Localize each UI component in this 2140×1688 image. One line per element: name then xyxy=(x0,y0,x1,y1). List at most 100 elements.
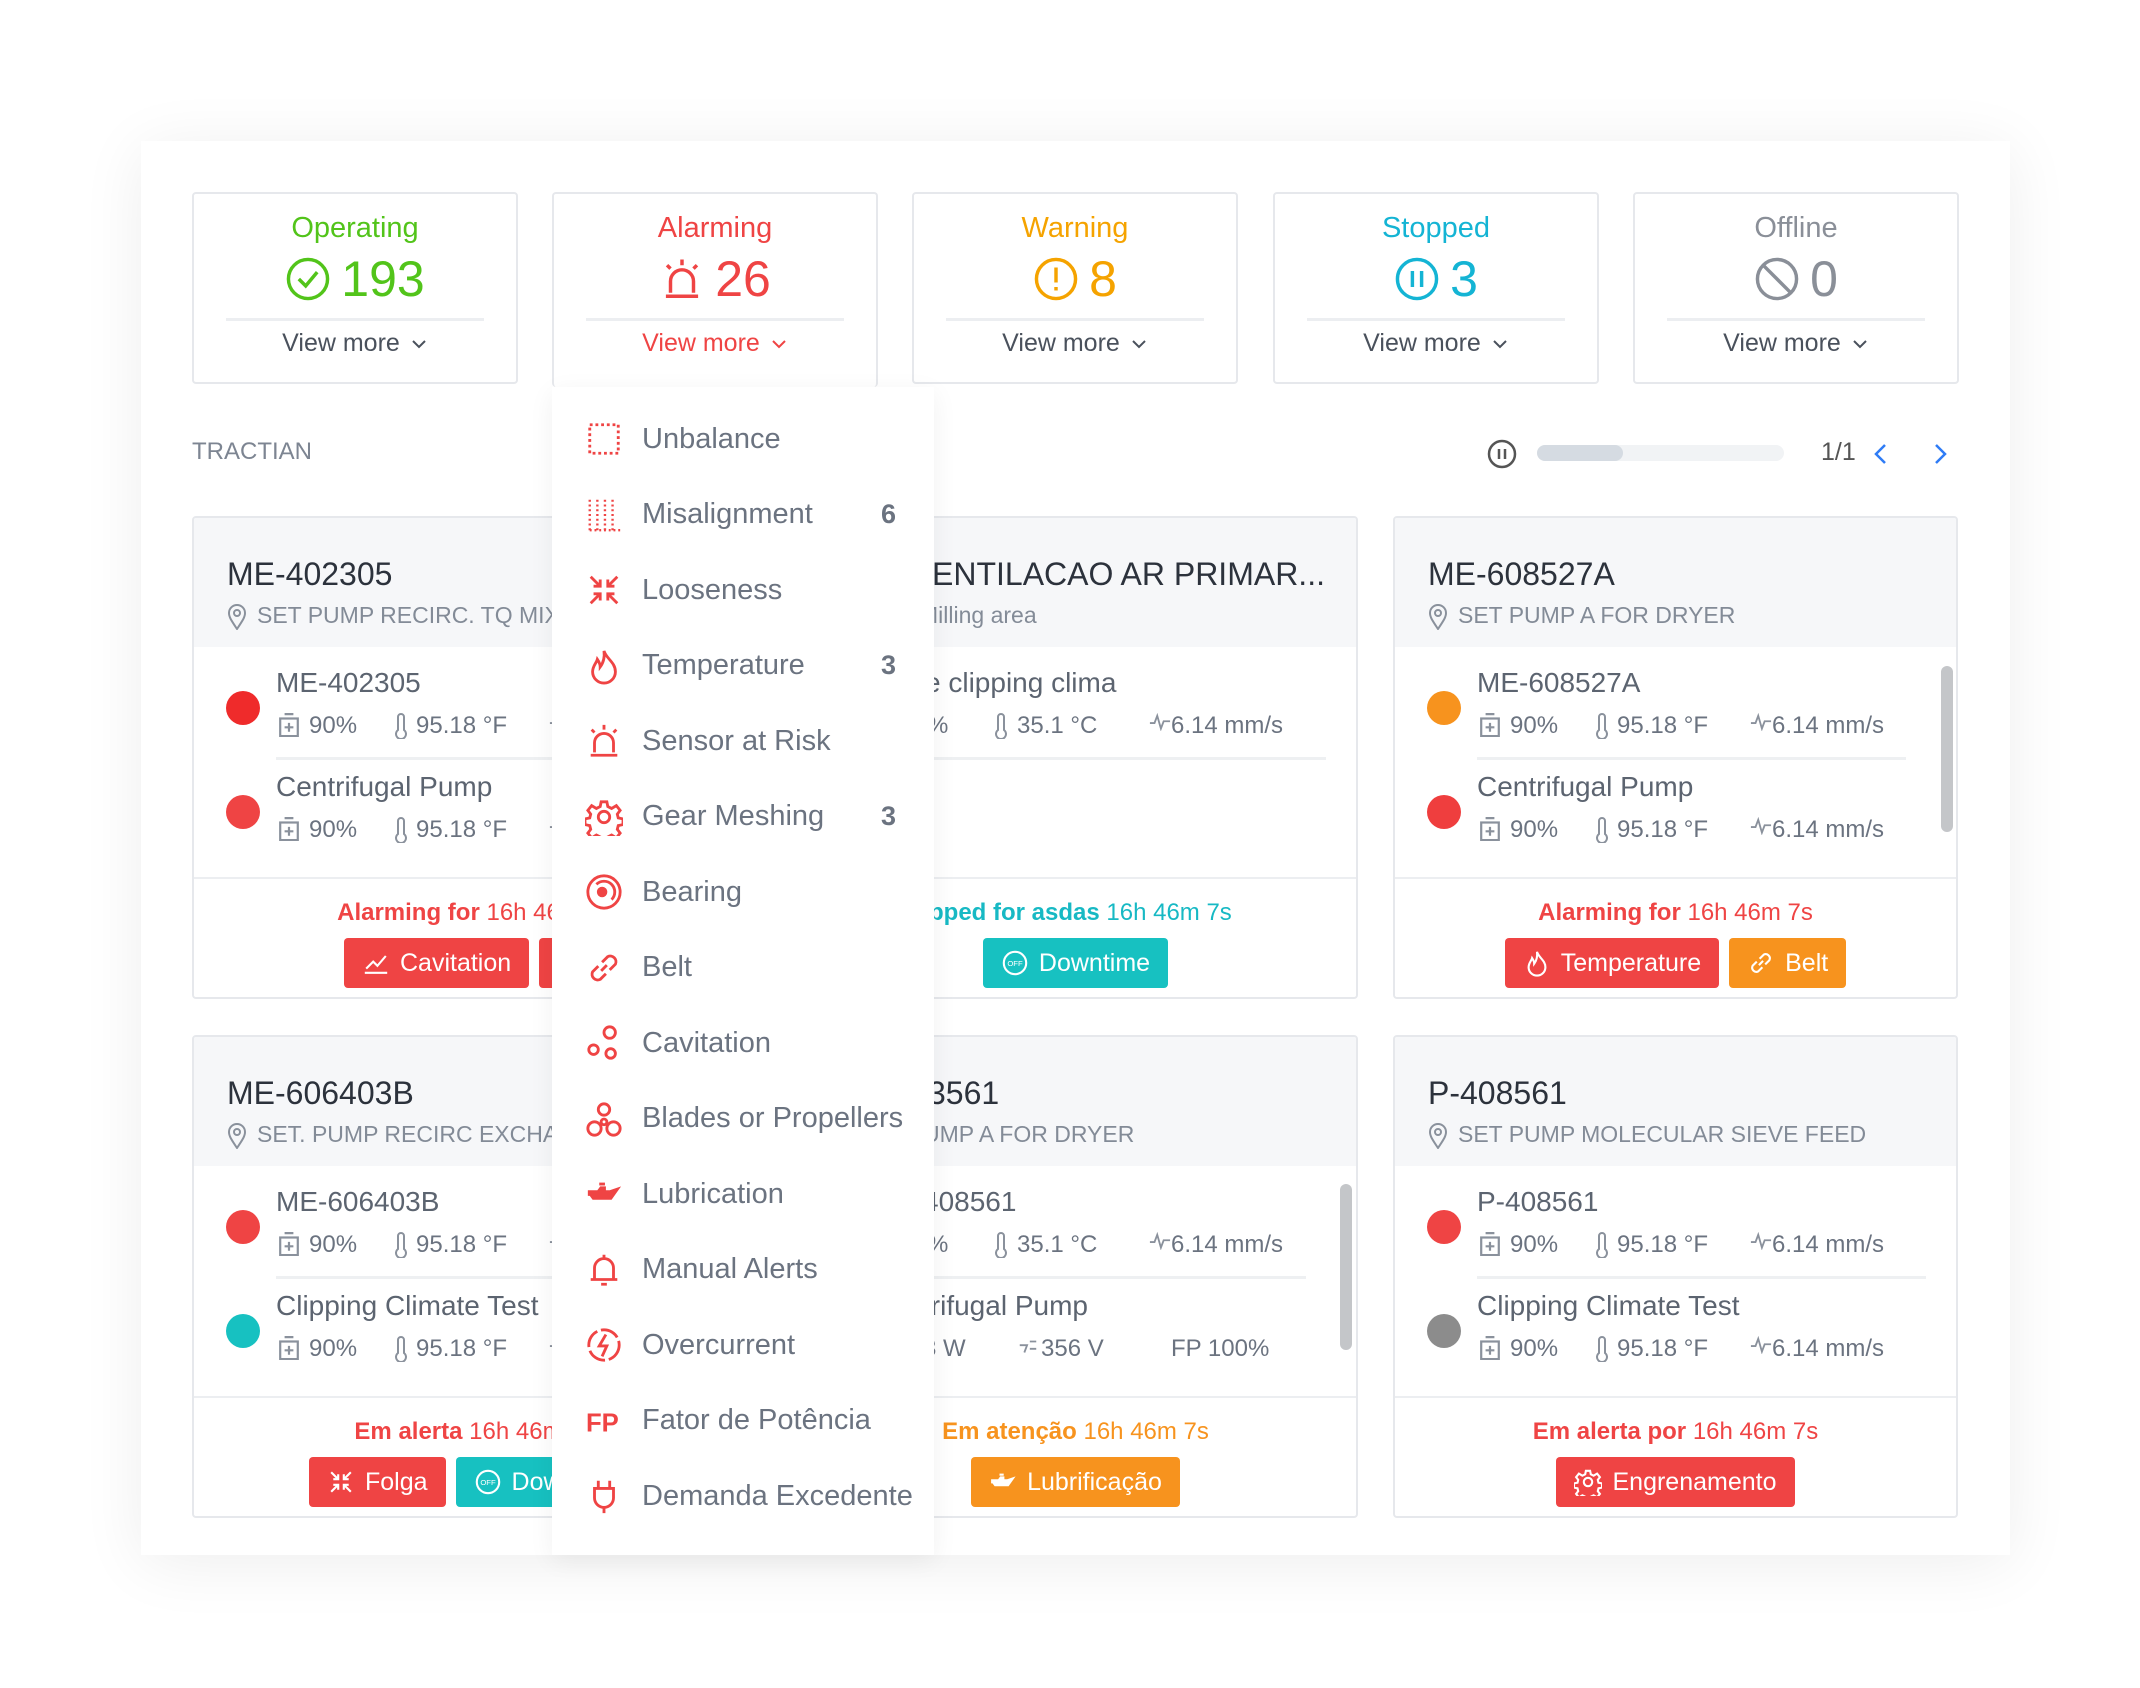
battery-icon xyxy=(1479,713,1501,738)
status-duration: 16h 46m 7s xyxy=(1687,899,1813,926)
sensor-name[interactable]: Centrifugal Pump xyxy=(276,771,493,802)
dropdown-item-bearing[interactable]: Bearing xyxy=(552,862,934,922)
sensor-name[interactable]: 408561 xyxy=(923,1186,1017,1217)
divider xyxy=(1307,318,1565,321)
alert-tag-button[interactable]: OFF Downtime xyxy=(982,938,1169,988)
footer-divider xyxy=(194,1396,755,1398)
dropdown-item-looseness[interactable]: Looseness xyxy=(552,560,934,620)
check-circle-icon xyxy=(285,256,331,302)
dropdown-item-gear-meshing[interactable]: Gear Meshing 3 xyxy=(552,787,934,847)
card-header xyxy=(1395,518,1956,647)
asset-title[interactable]: ENTILACAO AR PRIMAR... xyxy=(932,556,1325,592)
kpi-card-warning[interactable]: Warning 8 View more xyxy=(912,192,1238,384)
kpi-card-operating[interactable]: Operating 193 View more xyxy=(192,192,518,384)
chevron-down-icon xyxy=(1130,335,1148,353)
asset-title[interactable]: 3561 xyxy=(928,1075,1000,1111)
cavitation-chart-icon xyxy=(362,949,390,977)
asset-title[interactable]: P-408561 xyxy=(1428,1075,1567,1111)
alert-tag-button[interactable]: Folga xyxy=(309,1457,446,1507)
dropdown-item-label: Sensor at Risk xyxy=(642,724,831,757)
exclamation-circle-icon xyxy=(1033,256,1079,302)
location-pin-icon xyxy=(1428,604,1448,631)
dropdown-item-count: 3 xyxy=(881,801,897,831)
alert-tag-label: Lubrificação xyxy=(1027,1467,1162,1496)
bolt-circle-icon xyxy=(584,1325,624,1365)
sensor-name[interactable]: e clipping clima xyxy=(925,667,1117,698)
thermometer-icon xyxy=(1595,817,1609,844)
sensor-metric: 356 V xyxy=(1041,1335,1104,1362)
scrollbar[interactable] xyxy=(1340,1184,1352,1350)
status-dot xyxy=(226,1210,260,1244)
off-icon: OFF xyxy=(1001,949,1029,977)
looseness-icon xyxy=(584,570,624,610)
flame-icon xyxy=(1523,949,1551,977)
asset-location: Milling area xyxy=(919,602,1037,628)
asset-card[interactable]: P-408561 SET PUMP MOLECULAR SIEVE FEED P-4… xyxy=(1393,1035,1958,1518)
alert-tag-label: Folga xyxy=(365,1467,428,1496)
sensor-name[interactable]: ME-402305 xyxy=(276,667,421,698)
dropdown-item-unbalance[interactable]: Unbalance xyxy=(552,409,934,469)
view-more-button[interactable]: View more xyxy=(1275,329,1597,358)
dropdown-item-label: Unbalance xyxy=(642,422,781,455)
vibration-icon xyxy=(1750,1335,1772,1360)
dropdown-item-blades-or-propellers[interactable]: Blades or Propellers xyxy=(552,1089,934,1149)
asset-location: SET PUMP RECIRC. TQ MIX xyxy=(257,602,560,628)
sensor-metric: 6.14 mm/s xyxy=(1772,1231,1885,1258)
dropdown-item-demanda-excedente[interactable]: Demanda Excedente xyxy=(552,1466,934,1526)
scrollbar[interactable] xyxy=(1941,666,1953,832)
asset-title[interactable]: ME-606403B xyxy=(227,1075,414,1111)
alert-tag-button[interactable]: Lubrificação xyxy=(971,1457,1180,1507)
kpi-card-alarming[interactable]: Alarming 26 View more xyxy=(552,192,878,387)
sensor-name[interactable]: ME-606403B xyxy=(276,1186,440,1217)
dropdown-item-fator-de-pot-ncia[interactable]: FP Fator de Potência xyxy=(552,1391,934,1451)
kpi-count: 8 xyxy=(1089,251,1117,307)
sensor-name[interactable]: Clipping Climate Test xyxy=(1477,1290,1740,1321)
pause-icon[interactable] xyxy=(1486,438,1518,470)
view-more-button[interactable]: View more xyxy=(1635,329,1957,358)
sensor-name[interactable]: P-408561 xyxy=(1477,1186,1599,1217)
sensor-name[interactable]: ME-608527A xyxy=(1477,667,1641,698)
dropdown-item-label: Bearing xyxy=(642,875,742,908)
dropdown-item-temperature[interactable]: Temperature 3 xyxy=(552,636,934,696)
view-more-label: View more xyxy=(282,329,400,357)
dropdown-item-belt[interactable]: Belt xyxy=(552,938,934,998)
next-page-icon[interactable] xyxy=(1929,442,1951,466)
dropdown-item-cavitation[interactable]: Cavitation xyxy=(552,1013,934,1073)
sensor-metric: 95.18 °F xyxy=(1617,1335,1708,1362)
sensor-name[interactable]: trifugal Pump xyxy=(923,1290,1088,1321)
sensor-name[interactable]: Centrifugal Pump xyxy=(1477,771,1694,802)
sensor-metric: 90% xyxy=(1510,1231,1559,1258)
asset-card[interactable]: ME-608527A SET PUMP A FOR DRYER ME-608527A… xyxy=(1393,516,1958,999)
asset-title[interactable]: ME-402305 xyxy=(227,556,393,592)
status-dot xyxy=(1427,691,1461,725)
prev-page-icon[interactable] xyxy=(1870,442,1892,466)
alert-tag-button[interactable]: Belt xyxy=(1729,938,1847,988)
view-more-button[interactable]: View more xyxy=(194,329,516,358)
link-icon xyxy=(584,948,624,988)
chevron-down-icon xyxy=(1851,335,1869,353)
dropdown-item-sensor-at-risk[interactable]: Sensor at Risk xyxy=(552,711,934,771)
alert-tags: Temperature Belt xyxy=(1395,938,1956,988)
alert-tag-button[interactable]: Cavitation xyxy=(344,938,530,988)
sensor-metric: FP 100% xyxy=(1171,1335,1270,1362)
chevron-down-icon xyxy=(770,335,788,353)
off-icon: OFF xyxy=(474,1468,502,1496)
kpi-card-offline[interactable]: Offline 0 View more xyxy=(1633,192,1959,384)
view-more-button[interactable]: View more xyxy=(914,329,1236,358)
sensor-metric: 90% xyxy=(1510,712,1559,739)
location-pin-icon xyxy=(227,1123,247,1150)
dropdown-item-lubrication[interactable]: Lubrication xyxy=(552,1164,934,1224)
dropdown-item-misalignment[interactable]: Misalignment 6 xyxy=(552,485,934,545)
asset-title[interactable]: ME-608527A xyxy=(1428,556,1615,592)
alert-tag-button[interactable]: Engrenamento xyxy=(1556,1457,1795,1507)
thermometer-icon xyxy=(394,817,408,844)
battery-icon xyxy=(1479,1336,1501,1361)
dropdown-item-manual-alerts[interactable]: Manual Alerts xyxy=(552,1240,934,1300)
kpi-card-stopped[interactable]: Stopped 3 View more xyxy=(1273,192,1599,384)
kpi-value: 0 xyxy=(1635,250,1957,308)
vibration-icon xyxy=(1750,1231,1772,1256)
sensor-name[interactable]: Clipping Climate Test xyxy=(276,1290,539,1321)
view-more-button[interactable]: View more xyxy=(554,329,876,358)
alert-tag-button[interactable]: Temperature xyxy=(1504,938,1720,988)
dropdown-item-overcurrent[interactable]: Overcurrent xyxy=(552,1315,934,1375)
